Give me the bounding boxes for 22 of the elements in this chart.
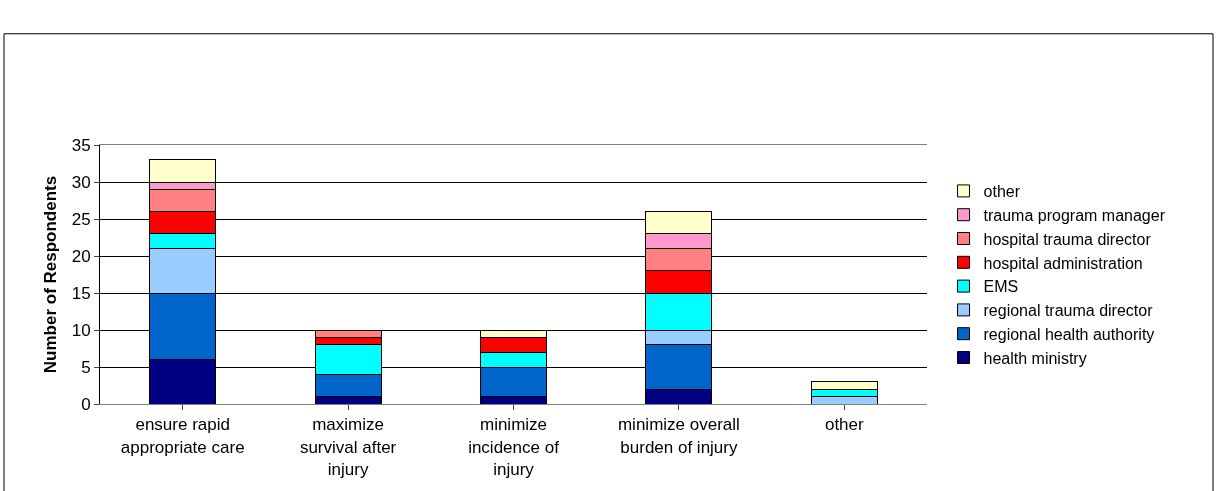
y-tick-label: 30 — [71, 172, 91, 192]
x-tick-label: minimize incidence of injury — [468, 415, 560, 479]
y-tick-label: 35 — [71, 135, 91, 155]
y-tick-label: 0 — [81, 394, 91, 414]
legend-label: trauma program manager — [983, 206, 1166, 224]
legend-label: hospital trauma director — [983, 230, 1152, 248]
x-tick-label: other — [824, 415, 865, 435]
y-tick-label: 15 — [71, 283, 91, 303]
legend-label: EMS — [983, 278, 1019, 296]
legend-label: regional trauma director — [983, 302, 1154, 320]
legend-label: regional health authority — [983, 325, 1155, 343]
x-tick-label: minimize overall burden of injury — [617, 415, 740, 457]
y-tick-label: 25 — [71, 209, 91, 229]
legend-label: hospital administration — [983, 254, 1143, 272]
legend-label: other — [983, 183, 1021, 201]
legend-label: health ministry — [983, 349, 1087, 367]
y-tick-label: 5 — [81, 357, 91, 377]
x-tick-label: ensure rapid appropriate care — [120, 415, 245, 457]
y-axis-title: Number of Respondents — [41, 175, 60, 374]
x-tick-label: maximize survival after injury — [299, 415, 397, 479]
y-tick-label: 20 — [71, 246, 91, 266]
y-tick-label: 10 — [71, 320, 91, 340]
